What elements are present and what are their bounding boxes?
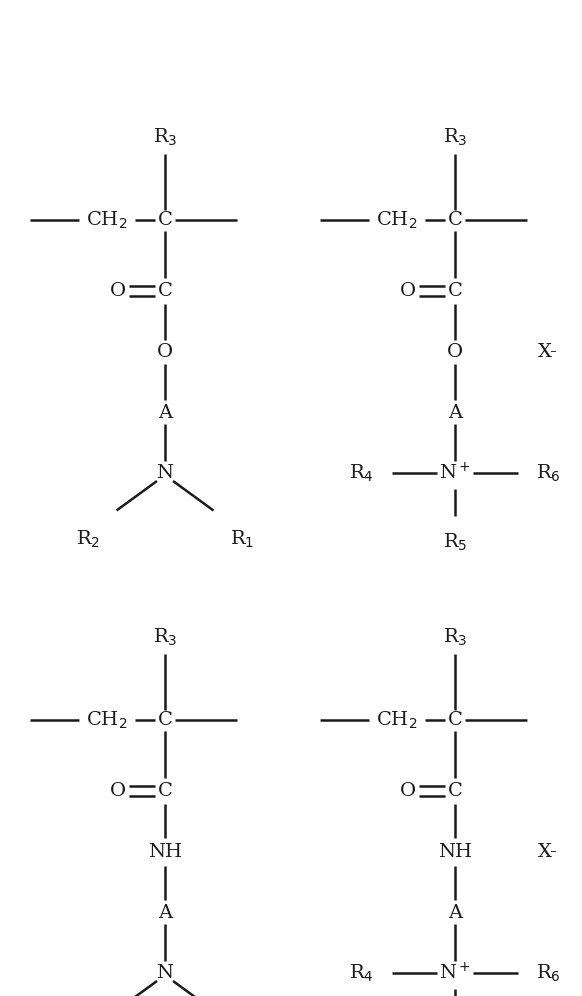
Text: N$^+$: N$^+$ <box>439 962 471 984</box>
Text: C: C <box>158 283 172 301</box>
Text: X-: X- <box>538 343 557 361</box>
Text: R$_3$: R$_3$ <box>153 126 177 148</box>
Text: R$_4$: R$_4$ <box>349 462 374 484</box>
Text: A: A <box>158 903 172 921</box>
Text: N$^+$: N$^+$ <box>439 462 471 484</box>
Text: N: N <box>157 964 173 982</box>
Text: O: O <box>110 283 126 301</box>
Text: C: C <box>158 711 172 729</box>
Text: C: C <box>448 283 463 301</box>
Text: R$_6$: R$_6$ <box>536 962 560 984</box>
Text: X-: X- <box>538 843 557 861</box>
Text: C: C <box>158 211 172 229</box>
Text: A: A <box>448 403 462 421</box>
Text: R$_6$: R$_6$ <box>536 462 560 484</box>
Text: R$_3$: R$_3$ <box>153 626 177 648</box>
Text: CH$_2$: CH$_2$ <box>86 709 127 731</box>
Text: R$_3$: R$_3$ <box>443 126 467 148</box>
Text: CH$_2$: CH$_2$ <box>86 209 127 231</box>
Text: NH: NH <box>148 843 182 861</box>
Text: A: A <box>448 903 462 921</box>
Text: R$_5$: R$_5$ <box>443 532 467 554</box>
Text: CH$_2$: CH$_2$ <box>377 709 418 731</box>
Text: C: C <box>158 783 172 801</box>
Text: R$_4$: R$_4$ <box>349 962 374 984</box>
Text: O: O <box>157 343 173 361</box>
Text: O: O <box>447 343 463 361</box>
Text: R$_3$: R$_3$ <box>443 626 467 648</box>
Text: O: O <box>110 783 126 801</box>
Text: NH: NH <box>438 843 472 861</box>
Text: N: N <box>157 464 173 482</box>
Text: C: C <box>448 211 463 229</box>
Text: O: O <box>400 783 416 801</box>
Text: R$_2$: R$_2$ <box>76 529 101 550</box>
Text: CH$_2$: CH$_2$ <box>377 209 418 231</box>
Text: O: O <box>400 283 416 301</box>
Text: C: C <box>448 783 463 801</box>
Text: C: C <box>448 711 463 729</box>
Text: R$_1$: R$_1$ <box>229 529 254 550</box>
Text: A: A <box>158 403 172 421</box>
